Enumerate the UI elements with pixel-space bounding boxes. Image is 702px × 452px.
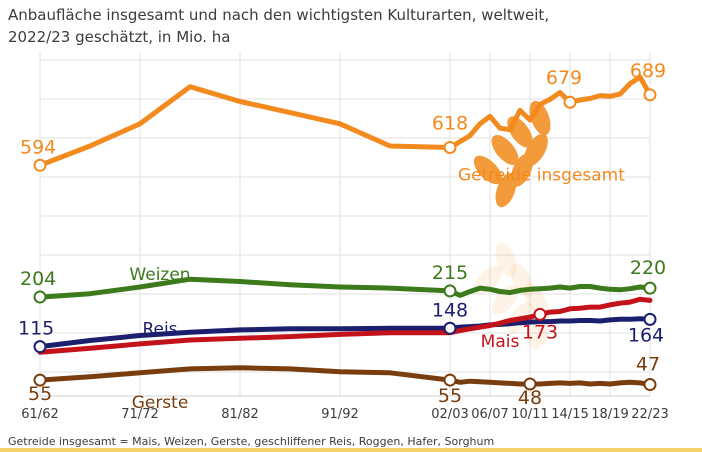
wheat-grain-icon [510, 153, 534, 187]
data-point-marker [33, 158, 47, 172]
wheat-grain-icon [495, 172, 517, 208]
chart-title: Anbaufläche insgesamt und nach den wicht… [8, 4, 608, 48]
x-tick-label: 18/19 [591, 407, 628, 422]
data-point-marker [443, 321, 457, 335]
series-line-reis [37, 316, 653, 350]
series-line-weizen [37, 276, 653, 300]
chart-title-line1: Anbaufläche insgesamt und nach den wicht… [8, 6, 550, 24]
data-label: 55 [438, 385, 462, 407]
x-tick-label: 71/72 [121, 407, 158, 422]
data-label: 689 [630, 60, 666, 82]
data-point-marker [523, 377, 537, 391]
data-label: 55 [28, 383, 52, 405]
series-line-gerste [37, 365, 653, 387]
x-tick-label: 22/23 [631, 407, 668, 422]
data-point-marker [643, 378, 657, 392]
data-label: 47 [636, 354, 660, 376]
footnote: Getreide insgesamt = Mais, Weizen, Gerst… [8, 435, 495, 448]
x-tick-label: 14/15 [551, 407, 588, 422]
wheat-grain-icon [473, 155, 503, 185]
data-point-marker [533, 307, 547, 321]
data-label: 594 [20, 136, 56, 158]
data-label: 220 [630, 257, 666, 279]
series-line-getreide-insgesamt [37, 74, 653, 168]
data-label: 148 [432, 299, 468, 321]
series-name-label: Weizen [129, 265, 190, 285]
data-point-marker [33, 340, 47, 354]
data-label: 173 [522, 321, 558, 343]
data-point-marker [563, 95, 577, 109]
data-point-marker [33, 373, 47, 387]
data-point-marker [643, 312, 657, 326]
data-point-marker [443, 284, 457, 298]
data-label: 618 [432, 112, 468, 134]
x-tick-label: 81/82 [221, 407, 258, 422]
data-point-marker [443, 140, 457, 154]
data-label: 679 [546, 67, 582, 89]
series-name-label: Gerste [132, 393, 189, 413]
wheat-reflection-icon [524, 283, 548, 317]
data-point-marker [643, 281, 657, 295]
data-label: 115 [18, 318, 54, 340]
series-line-mais [37, 296, 653, 355]
x-tick-label: 91/92 [321, 407, 358, 422]
data-point-marker [643, 88, 657, 102]
data-label: 164 [628, 324, 664, 346]
series-name-label: Mais [481, 332, 520, 352]
series-name-label: Getreide insgesamt [458, 165, 625, 185]
data-label: 204 [20, 268, 56, 290]
wheat-grain-icon [491, 135, 519, 165]
x-tick-label: 61/62 [21, 407, 58, 422]
data-label: 215 [432, 262, 468, 284]
chart-title-line2: 2022/23 geschätzt, in Mio. ha [8, 28, 231, 46]
data-point-marker [443, 373, 457, 387]
x-tick-label: 02/03 [431, 407, 468, 422]
x-tick-label: 06/07 [471, 407, 508, 422]
series-name-label: Reis [142, 320, 177, 340]
x-tick-label: 10/11 [511, 407, 548, 422]
bottom-rule [0, 448, 702, 452]
data-label: 48 [518, 387, 542, 409]
data-point-marker [33, 290, 47, 304]
wheat-reflection-icon [495, 242, 517, 278]
